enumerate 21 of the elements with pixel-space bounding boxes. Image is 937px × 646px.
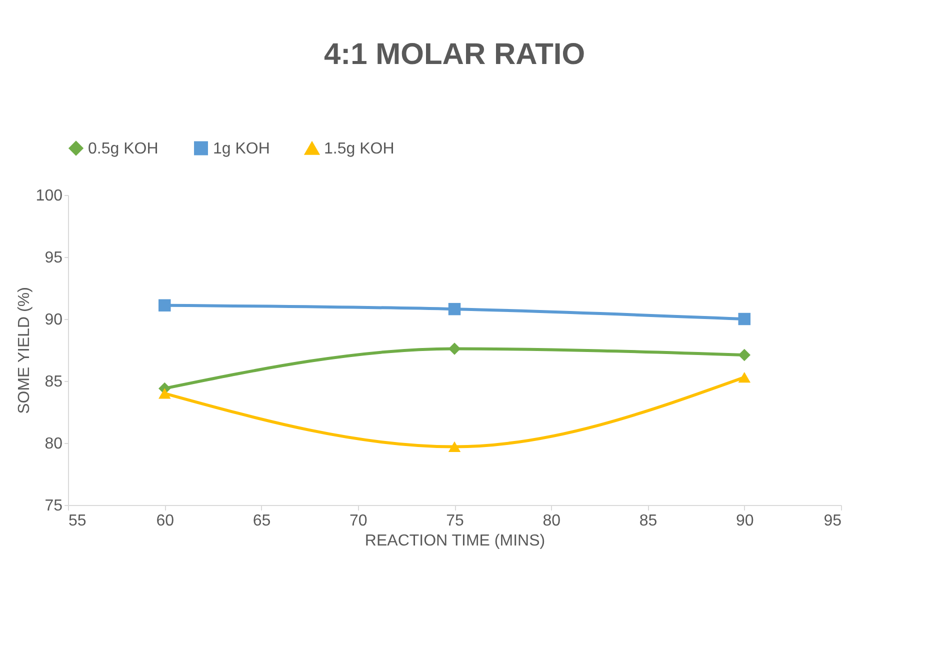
y-axis-title: SOME YIELD (%) <box>16 287 33 414</box>
legend-label: 0.5g KOH <box>88 140 158 158</box>
x-tick-label: 80 <box>542 512 561 530</box>
y-tick-label: 100 <box>36 188 63 204</box>
x-tick-label: 90 <box>736 512 754 530</box>
x-tick-label: 60 <box>156 512 174 530</box>
x-tick-label: 85 <box>639 512 658 530</box>
legend-label: 1g KOH <box>213 140 270 158</box>
x-tick-label: 55 <box>68 512 86 530</box>
y-tick-label: 90 <box>44 312 63 328</box>
x-tick-label: 75 <box>446 512 464 530</box>
x-tick-label: 65 <box>252 512 271 530</box>
x-tick-label: 95 <box>824 512 842 530</box>
legend-label: 1.5g KOH <box>324 140 394 158</box>
y-tick-label: 95 <box>44 250 63 266</box>
chart-title: 4:1 MOLAR RATIO <box>324 38 586 71</box>
x-axis-title: REACTION TIME (MINS) <box>364 532 546 550</box>
y-tick-label: 75 <box>44 498 63 514</box>
x-tick-label: 70 <box>349 512 368 530</box>
y-tick-label: 85 <box>44 374 63 390</box>
y-tick-label: 80 <box>44 436 63 452</box>
